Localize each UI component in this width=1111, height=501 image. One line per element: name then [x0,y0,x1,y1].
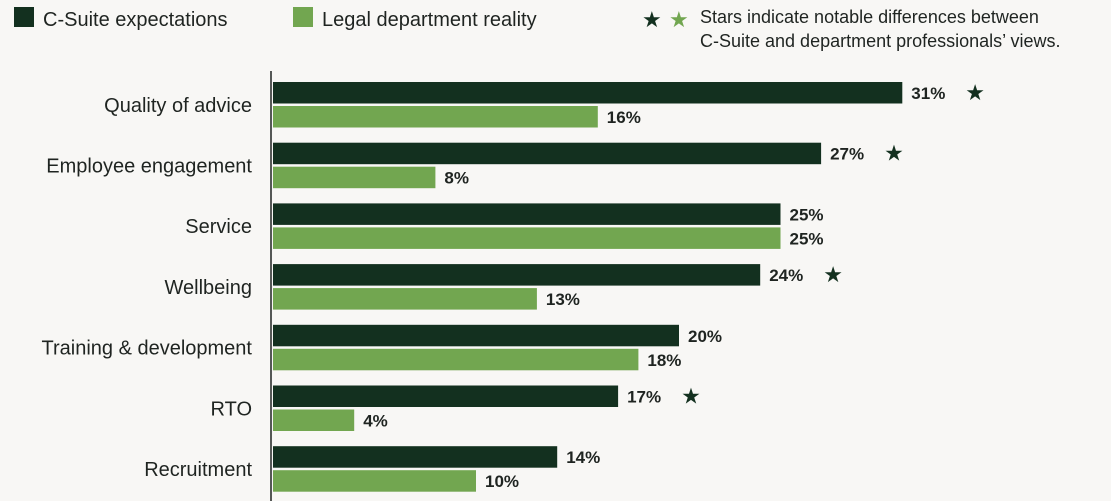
notable-difference-star-icon: ★ [823,263,843,288]
category-label: Recruitment [144,459,252,481]
bar-legal [273,227,781,249]
star-note-line1: Stars indicate notable differences betwe… [700,7,1039,27]
bar-legal [273,288,537,310]
value-label-csuite: 25% [790,205,824,224]
value-label-csuite: 20% [688,327,722,346]
bar-csuite [273,203,781,225]
bar-csuite [273,264,761,286]
star-note-line2: C-Suite and department professionals’ vi… [700,31,1061,51]
category-label: Quality of advice [104,95,252,117]
notable-difference-star-icon: ★ [965,81,985,106]
value-label-legal: 10% [485,472,519,491]
legend-label-legal: Legal department reality [322,9,537,31]
notable-difference-star-icon: ★ [681,385,701,410]
value-label-csuite: 24% [769,266,803,285]
category-label: RTO [211,398,253,420]
value-label-csuite: 17% [627,388,661,407]
legend-star-dark-icon: ★ [642,8,662,33]
value-label-legal: 4% [363,412,388,431]
legend-swatch-legal [293,7,313,27]
category-label: Training & development [42,338,253,360]
category-label: Service [185,216,252,238]
bar-legal [273,348,639,371]
legend-label-csuite: C-Suite expectations [43,9,228,31]
value-label-legal: 8% [444,169,469,188]
category-label: Wellbeing [165,277,252,299]
value-label-legal: 18% [647,351,681,370]
bar-csuite [273,324,679,347]
category-label: Employee engagement [46,155,252,177]
value-label-csuite: 27% [830,145,864,164]
value-label-legal: 16% [607,108,641,127]
value-label-legal: 25% [790,229,824,248]
bars-layer: Quality of advice 31% ★ 16% Employee engagem… [42,81,985,492]
bar-csuite [273,385,619,407]
legend-swatch-csuite [14,7,34,27]
bar-legal [273,470,476,492]
bar-csuite [273,142,822,165]
value-label-csuite: 14% [566,448,600,467]
bar-legal [273,166,436,189]
value-label-legal: 13% [546,290,580,309]
notable-difference-star-icon: ★ [884,142,904,167]
value-label-csuite: 31% [911,84,945,103]
bar-csuite [273,446,558,468]
legend-star-light-icon: ★ [669,8,689,33]
bar-legal [273,409,355,431]
legend: C-Suite expectations Legal department re… [14,7,1061,51]
bar-legal [273,106,598,128]
bar-csuite [273,82,903,104]
